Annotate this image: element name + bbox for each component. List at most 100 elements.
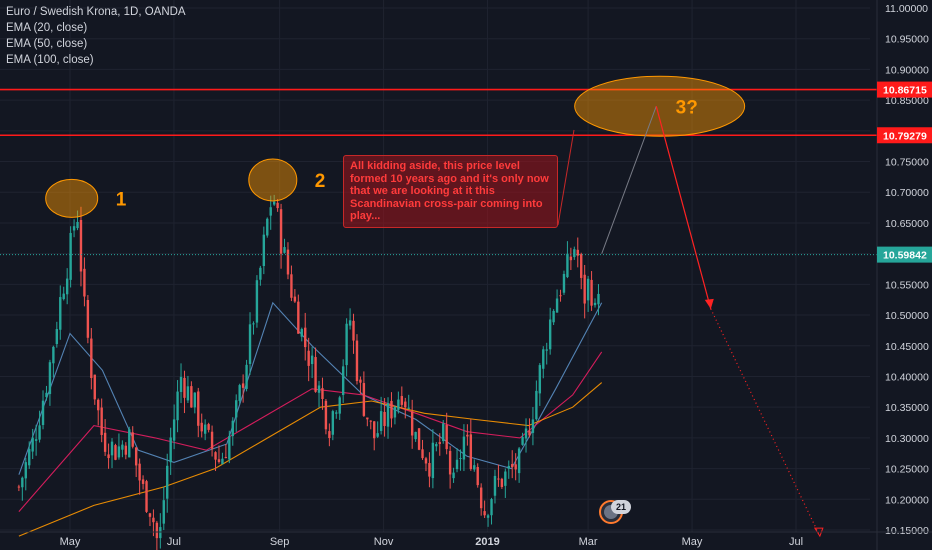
projection-up-line [601,106,657,254]
candle-body [152,517,155,523]
candle-body [576,249,579,256]
candle-body [514,464,517,470]
candle-body [535,390,538,420]
price-tick-label: 10.35000 [885,402,929,414]
ema20-legend[interactable]: EMA (20, close) [6,22,88,34]
candle-body [79,219,83,272]
candle-body [103,432,107,452]
price-tick-label: 11.00000 [885,3,928,15]
candle-body [210,431,214,449]
candle-body [341,366,345,396]
candle-body [307,350,310,366]
price-tag-label: 10.59842 [883,250,927,262]
candle-body [348,320,352,326]
highlight-ellipse [574,75,746,137]
candle-body [148,513,152,517]
candle-body [335,412,338,414]
candle-body [369,420,372,422]
candle-body [428,463,431,477]
candle-body [214,452,217,460]
drawings[interactable]: 1 2 3? [45,75,824,538]
time-tick-label: May [682,536,703,548]
price-tick-label: 10.55000 [885,279,929,291]
candle-body [262,234,266,267]
candle-body [448,450,452,475]
highlight-label: 2 [315,171,326,192]
candle-body [117,446,121,458]
candle-body [238,385,241,401]
candle-body [504,471,507,486]
candle-body [545,349,548,351]
candle-body [179,376,183,392]
candle-body [55,329,59,345]
candle-body [286,249,290,275]
candle-body [548,319,552,350]
candle-body [407,407,410,409]
time-tick-label: May [60,536,81,548]
candle-body [524,428,528,439]
ema50-legend[interactable]: EMA (50, close) [6,38,88,50]
candle-body [445,425,448,450]
candle-body [366,417,369,420]
candle-body [203,424,207,434]
candle-body [169,437,172,463]
candle-body [217,459,221,462]
candle-body [555,298,559,313]
candle-body [248,324,252,364]
candle-body [511,464,514,468]
candle-body [114,445,117,460]
candle-body [493,475,497,496]
candle-body [410,411,414,436]
candle-body [86,300,90,338]
ema100-legend[interactable]: EMA (100, close) [6,54,94,66]
time-tick-label: Sep [270,536,290,548]
candle-body [131,432,134,447]
candle-body [566,253,569,278]
candle-body [41,400,45,426]
arrowhead [704,298,714,309]
price-tick-label: 10.75000 [885,157,929,169]
candle-body [172,419,176,441]
candle-body [128,429,131,458]
text-callout[interactable]: All kidding aside, this price level form… [343,155,558,228]
candle-body [580,254,583,278]
candle-body [245,364,248,389]
candle-body [38,425,41,440]
candle-body [421,449,424,459]
candle-body [538,365,542,394]
price-tick-label: 10.90000 [885,64,929,76]
candle-body [404,401,407,408]
candle-body [283,247,286,253]
candle-body [145,481,148,512]
candle-body [352,320,355,341]
candle-body [90,338,93,379]
candle-body [459,458,462,460]
candle-body [390,400,393,419]
price-tick-label: 10.65000 [885,218,929,230]
candle-body [231,420,234,437]
candle-body [462,436,466,460]
candle-body [221,458,224,465]
candle-body [107,454,110,459]
candle-body [379,411,383,431]
candle-body [397,399,400,410]
candle-body [241,383,245,388]
candle-body [562,273,566,293]
candle-body [97,399,100,411]
symbol-title[interactable]: Euro / Swedish Krona, 1D, OANDA [6,6,186,18]
candle-body [393,406,397,418]
candle-body [166,465,169,499]
candle-body [469,434,473,470]
candle-body [65,278,69,295]
candle-body [424,458,428,464]
price-tick-label: 10.20000 [885,494,929,506]
candle-body [34,439,38,441]
candle-body [62,293,65,300]
candle-body [479,487,483,509]
time-tick-label: Mar [579,536,598,548]
candle-body [110,441,114,456]
candle-body [559,295,562,297]
candle-body [252,323,255,325]
time-tick-label: 2019 [475,536,499,548]
